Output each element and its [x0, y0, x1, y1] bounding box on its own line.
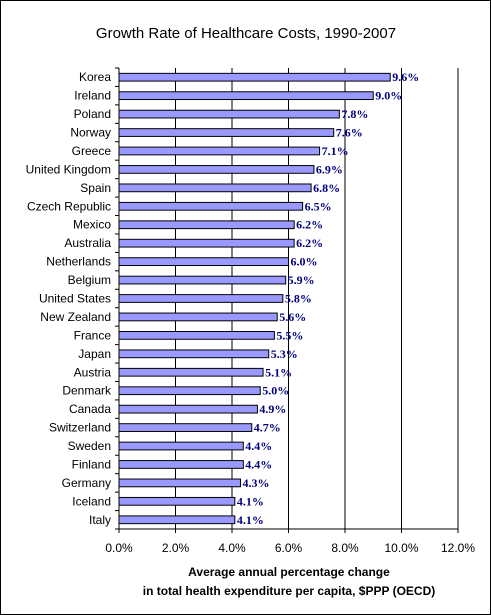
category-label: Czech Republic	[27, 199, 111, 213]
category-label: Japan	[78, 347, 111, 361]
category-label: Denmark	[62, 384, 112, 398]
data-label: 5.5%	[276, 328, 303, 342]
category-label: Mexico	[73, 218, 111, 232]
data-label: 9.0%	[375, 89, 402, 103]
x-tick-labels: 0.0% 2.0% 4.0% 6.0% 8.0% 10.0% 12.0%	[105, 541, 475, 555]
data-label: 6.2%	[296, 236, 323, 250]
data-label: 6.8%	[313, 181, 340, 195]
category-label: United States	[39, 292, 111, 306]
bar	[118, 441, 244, 451]
bar	[118, 404, 258, 414]
data-label: 7.8%	[341, 107, 368, 121]
bar	[118, 423, 253, 432]
data-label: 7.6%	[336, 126, 363, 140]
data-label: 4.3%	[242, 476, 269, 490]
bar	[118, 238, 295, 248]
x-tick-label: 2.0%	[162, 541, 190, 555]
category-label: Finland	[72, 457, 111, 471]
x-tick-label: 6.0%	[275, 541, 303, 555]
bar	[118, 367, 264, 377]
category-label: Norway	[70, 126, 111, 140]
bars	[118, 72, 391, 525]
bar	[118, 294, 284, 303]
data-label: 5.8%	[285, 292, 312, 306]
chart-title: Growth Rate of Healthcare Costs, 1990-20…	[96, 25, 396, 42]
data-label: 6.5%	[305, 199, 332, 213]
bar	[118, 146, 321, 156]
data-label: 4.7%	[254, 421, 281, 435]
category-label: Poland	[74, 107, 111, 121]
category-label: Canada	[69, 402, 111, 416]
bar	[118, 460, 244, 469]
data-label: 6.9%	[316, 162, 343, 176]
bar	[118, 220, 295, 230]
category-label: Iceland	[72, 494, 111, 508]
data-label: 4.4%	[245, 457, 272, 471]
bar	[118, 386, 261, 396]
category-label: Sweden	[68, 439, 111, 453]
category-label: United Kingdom	[26, 162, 111, 176]
x-tick-label: 0.0%	[105, 541, 133, 555]
data-label: 9.6%	[392, 70, 419, 84]
category-label: New Zealand	[40, 310, 111, 324]
bar	[118, 109, 340, 119]
data-label: 6.0%	[291, 255, 318, 269]
x-tick-label: 4.0%	[218, 541, 246, 555]
data-label: 5.0%	[262, 384, 289, 398]
bar	[118, 183, 312, 193]
x-tick-label: 8.0%	[331, 541, 359, 555]
bar	[118, 165, 315, 174]
category-label: France	[74, 328, 112, 342]
category-label: Austria	[74, 365, 112, 379]
bar	[118, 257, 289, 266]
x-tick-label: 10.0%	[384, 541, 418, 555]
category-label: Ireland	[74, 89, 111, 103]
data-label: 4.9%	[259, 402, 286, 416]
bar	[118, 496, 236, 506]
bar	[118, 515, 236, 525]
bar	[118, 331, 275, 340]
data-label: 4.1%	[237, 494, 264, 508]
data-label: 5.6%	[279, 310, 306, 324]
category-label: Belgium	[68, 273, 111, 287]
data-labels: 9.6% 9.0% 7.8% 7.6% 7.1% 6.9% 6.8% 6.5% 6.2% 6.2%…	[237, 70, 419, 527]
category-labels: Korea Ireland Poland Norway Greece United Kin…	[26, 70, 112, 527]
data-label: 5.3%	[271, 347, 298, 361]
category-label: Greece	[72, 144, 112, 158]
bar	[118, 275, 287, 285]
category-label: Italy	[89, 513, 111, 527]
data-label: 6.2%	[296, 218, 323, 232]
bar	[118, 312, 278, 322]
category-label: Spain	[80, 181, 111, 195]
bar	[118, 91, 374, 101]
data-label: 7.1%	[322, 144, 349, 158]
category-label: Netherlands	[46, 255, 111, 269]
category-label: Korea	[79, 70, 111, 84]
x-axis-label-line-1: Average annual percentage change	[188, 565, 390, 579]
x-axis-label-line-2: in total health expenditure per capita, …	[143, 584, 436, 598]
axes	[115, 67, 459, 533]
bar	[118, 201, 304, 211]
category-label: Germany	[62, 476, 111, 490]
bar	[118, 478, 241, 488]
gridlines	[175, 68, 459, 529]
data-label: 5.1%	[265, 365, 292, 379]
data-label: 4.4%	[245, 439, 272, 453]
x-tick-label: 12.0%	[441, 541, 475, 555]
data-label: 5.9%	[288, 273, 315, 287]
bar	[118, 72, 391, 82]
category-label: Switzerland	[49, 421, 111, 435]
bar	[118, 349, 270, 359]
data-label: 4.1%	[237, 513, 264, 527]
bar	[118, 128, 335, 137]
category-label: Australia	[64, 236, 111, 250]
